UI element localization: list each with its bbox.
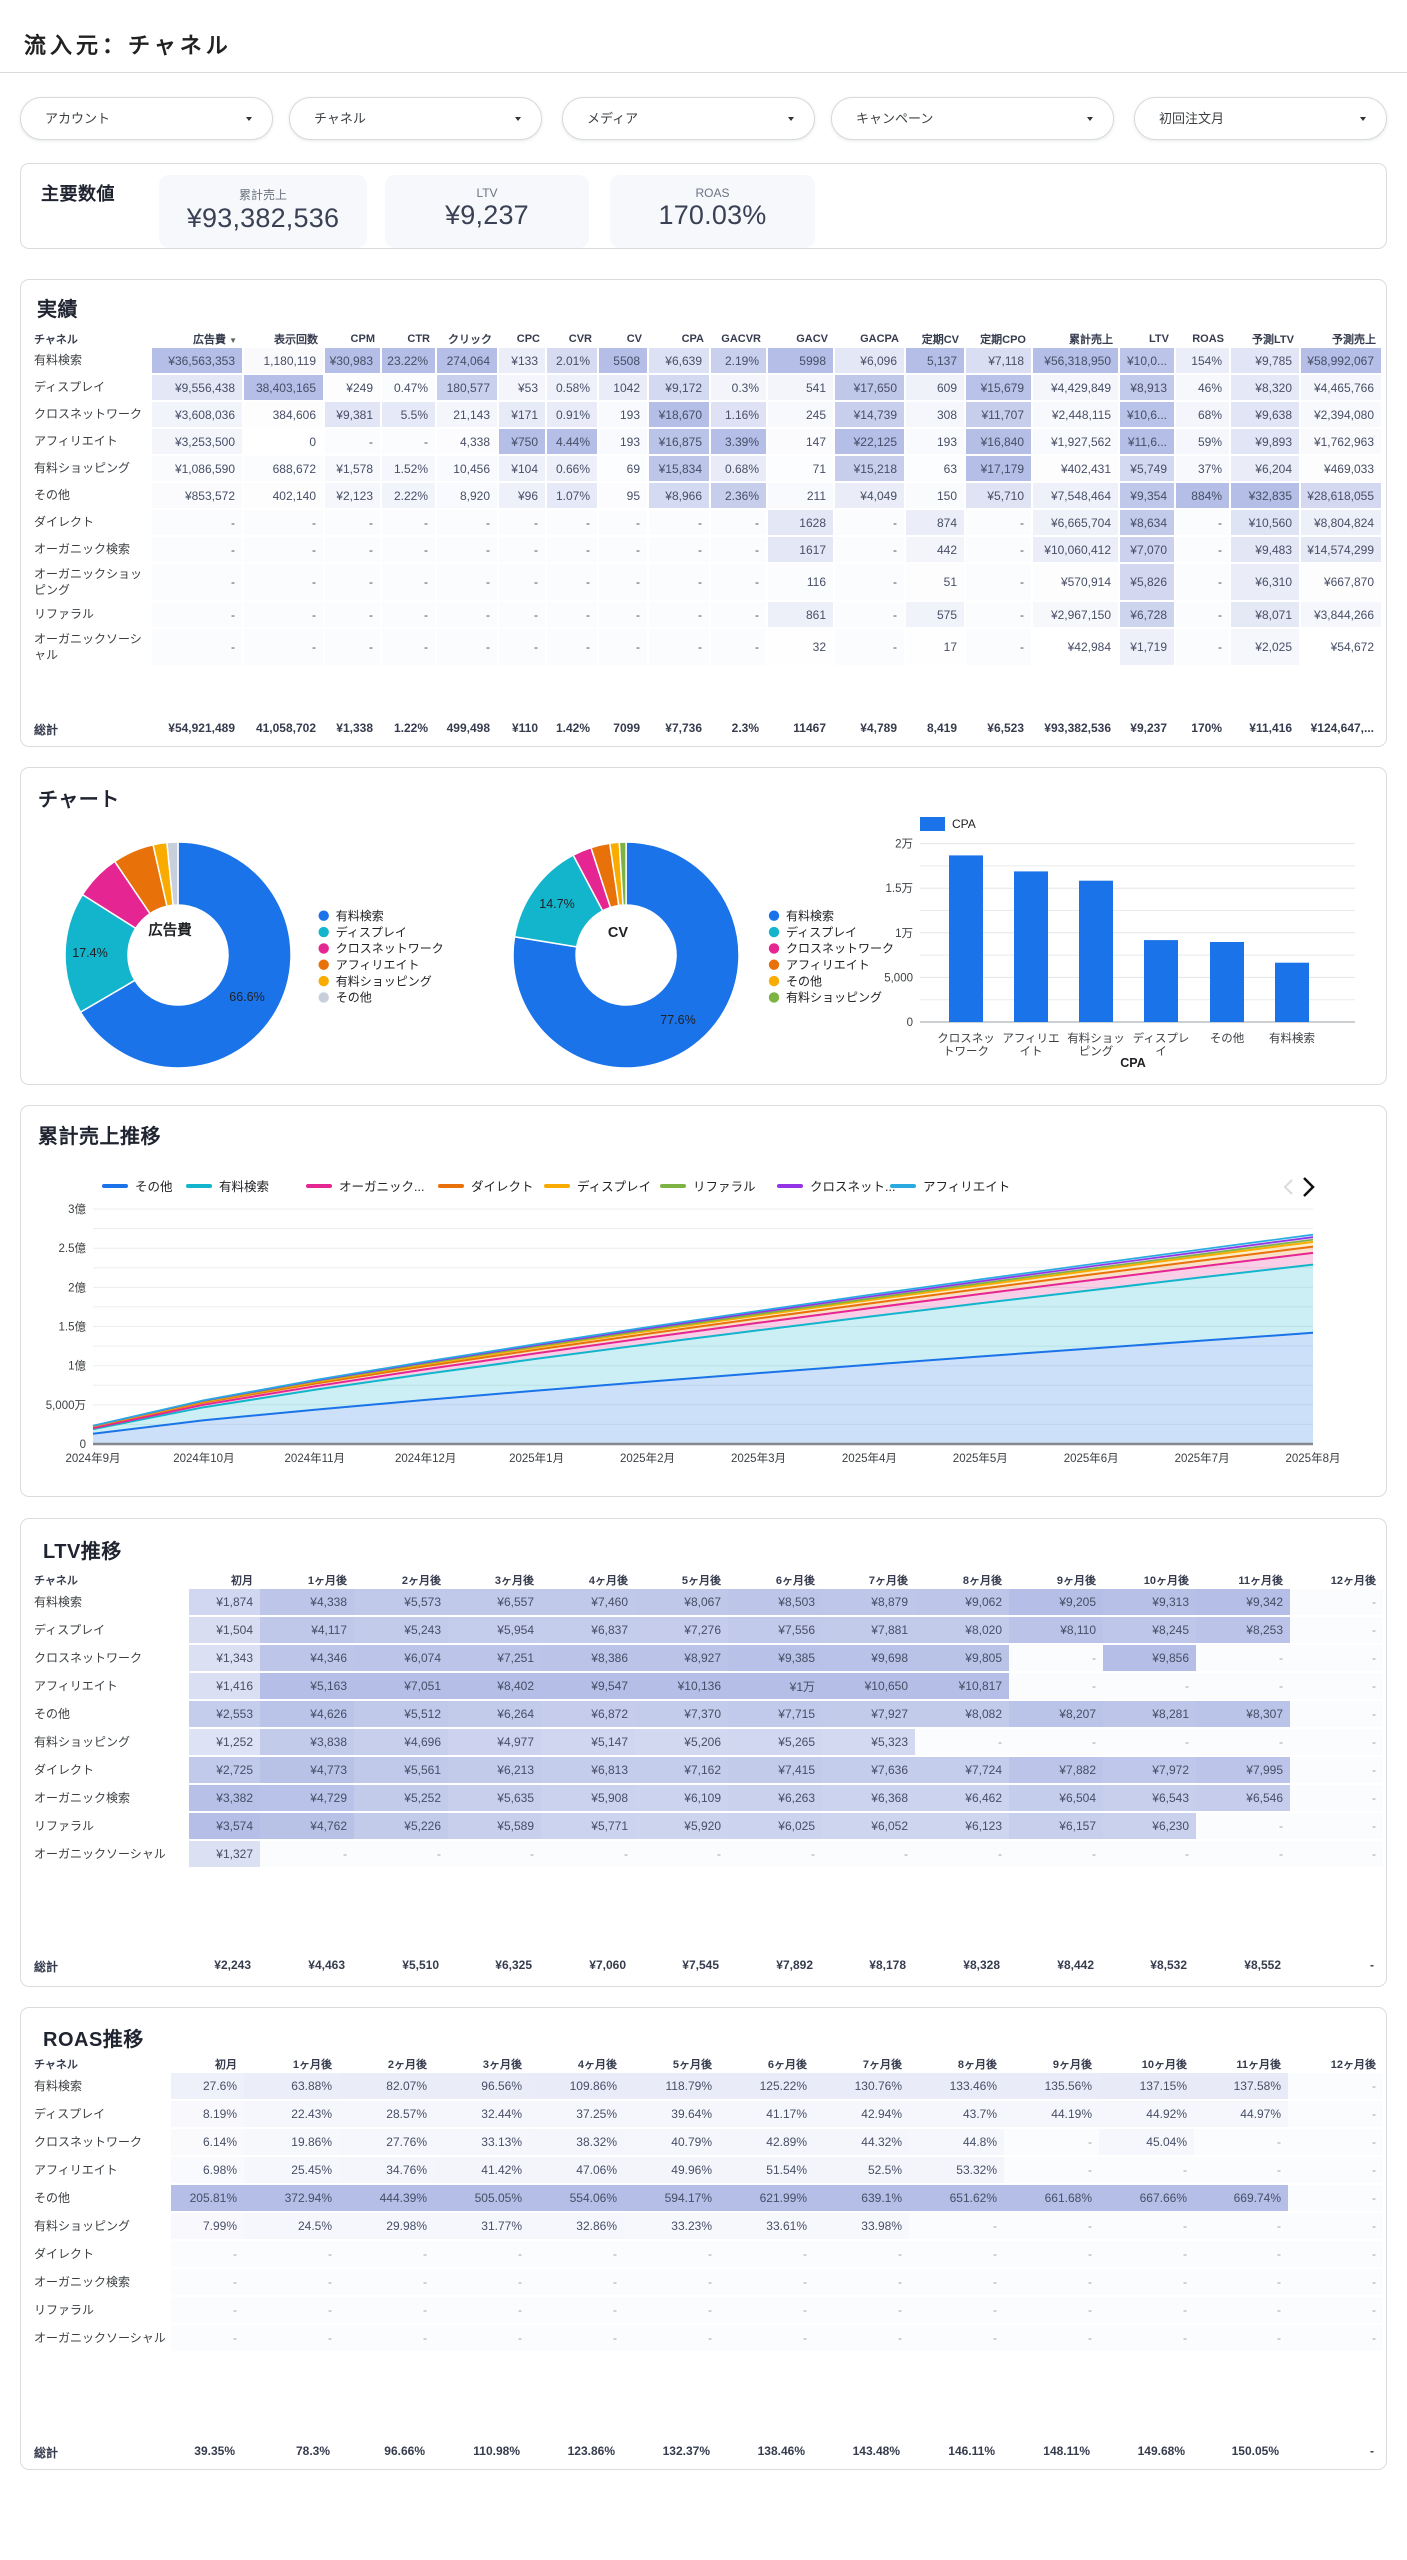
svg-text:0: 0 (907, 1017, 913, 1029)
svg-text:クロスネットワーク: クロスネットワーク (786, 942, 894, 956)
svg-text:有料検索: 有料検索 (219, 1180, 269, 1194)
svg-text:アフィリエ: アフィリエ (1002, 1033, 1059, 1045)
svg-text:オーガニック...: オーガニック... (339, 1180, 424, 1194)
svg-text:2025年1月: 2025年1月 (509, 1451, 564, 1465)
svg-text:有料ショッピング: 有料ショッピング (786, 991, 882, 1005)
svg-text:CPA: CPA (1120, 1056, 1145, 1070)
svg-text:2万: 2万 (895, 839, 913, 851)
svg-text:2025年7月: 2025年7月 (1175, 1451, 1230, 1465)
svg-text:66.6%: 66.6% (229, 990, 264, 1004)
svg-text:2億: 2億 (68, 1281, 86, 1294)
svg-text:2025年3月: 2025年3月 (731, 1451, 786, 1465)
svg-text:クロスネッ: クロスネッ (937, 1032, 995, 1045)
svg-text:2025年2月: 2025年2月 (620, 1451, 675, 1465)
svg-text:有料検索: 有料検索 (786, 909, 834, 923)
svg-text:2.5億: 2.5億 (59, 1242, 87, 1255)
svg-text:5,000万: 5,000万 (46, 1400, 86, 1412)
svg-text:ディスプレイ: ディスプレイ (577, 1179, 651, 1194)
svg-text:その他: その他 (135, 1180, 173, 1194)
svg-text:2024年11月: 2024年11月 (285, 1451, 346, 1465)
svg-text:ディスプレイ: ディスプレイ (786, 924, 857, 939)
svg-text:ピング: ピング (1079, 1044, 1114, 1058)
svg-text:0: 0 (80, 1439, 86, 1451)
svg-text:2025年6月: 2025年6月 (1064, 1451, 1119, 1465)
svg-text:77.6%: 77.6% (660, 1013, 695, 1027)
svg-text:5,000: 5,000 (884, 972, 913, 984)
svg-text:有料検索: 有料検索 (336, 909, 384, 923)
svg-text:有料ショッ: 有料ショッ (1067, 1031, 1125, 1045)
svg-text:1億: 1億 (68, 1360, 86, 1373)
svg-text:2024年12月: 2024年12月 (395, 1451, 456, 1465)
svg-text:1.5億: 1.5億 (59, 1321, 87, 1334)
svg-text:1万: 1万 (895, 928, 913, 940)
svg-text:2024年9月: 2024年9月 (66, 1451, 121, 1465)
svg-text:その他: その他 (336, 991, 372, 1005)
svg-text:ディスプレ: ディスプレ (1133, 1031, 1190, 1045)
svg-text:1.5万: 1.5万 (886, 883, 914, 895)
svg-text:2025年4月: 2025年4月 (842, 1451, 897, 1465)
svg-text:トワーク: トワーク (943, 1045, 989, 1058)
svg-text:有料検索: 有料検索 (1269, 1031, 1315, 1045)
svg-text:広告費: 広告費 (148, 921, 192, 939)
svg-text:CV: CV (608, 925, 628, 941)
svg-text:アフィリエイト: アフィリエイト (923, 1180, 1010, 1194)
svg-text:ディスプレイ: ディスプレイ (336, 924, 407, 939)
svg-text:クロスネット...: クロスネット... (810, 1180, 895, 1194)
svg-text:クロスネットワーク: クロスネットワーク (336, 942, 444, 956)
svg-text:アフィリエイト: アフィリエイト (786, 958, 870, 972)
svg-text:イ: イ (1155, 1046, 1167, 1058)
svg-text:ダイレクト: ダイレクト (471, 1179, 534, 1194)
svg-text:リファラル: リファラル (693, 1180, 756, 1194)
svg-text:2025年5月: 2025年5月 (953, 1451, 1008, 1465)
svg-text:17.4%: 17.4% (72, 946, 107, 960)
svg-text:2024年10月: 2024年10月 (173, 1451, 234, 1465)
svg-text:その他: その他 (1210, 1032, 1245, 1045)
svg-text:2025年8月: 2025年8月 (1286, 1451, 1341, 1465)
svg-text:その他: その他 (786, 974, 822, 988)
svg-text:イト: イト (1020, 1046, 1043, 1058)
svg-text:有料ショッピング: 有料ショッピング (336, 974, 432, 988)
svg-text:アフィリエイト: アフィリエイト (336, 958, 420, 972)
svg-text:3億: 3億 (68, 1203, 86, 1216)
svg-text:14.7%: 14.7% (539, 897, 574, 911)
svg-text:CPA: CPA (952, 817, 976, 831)
